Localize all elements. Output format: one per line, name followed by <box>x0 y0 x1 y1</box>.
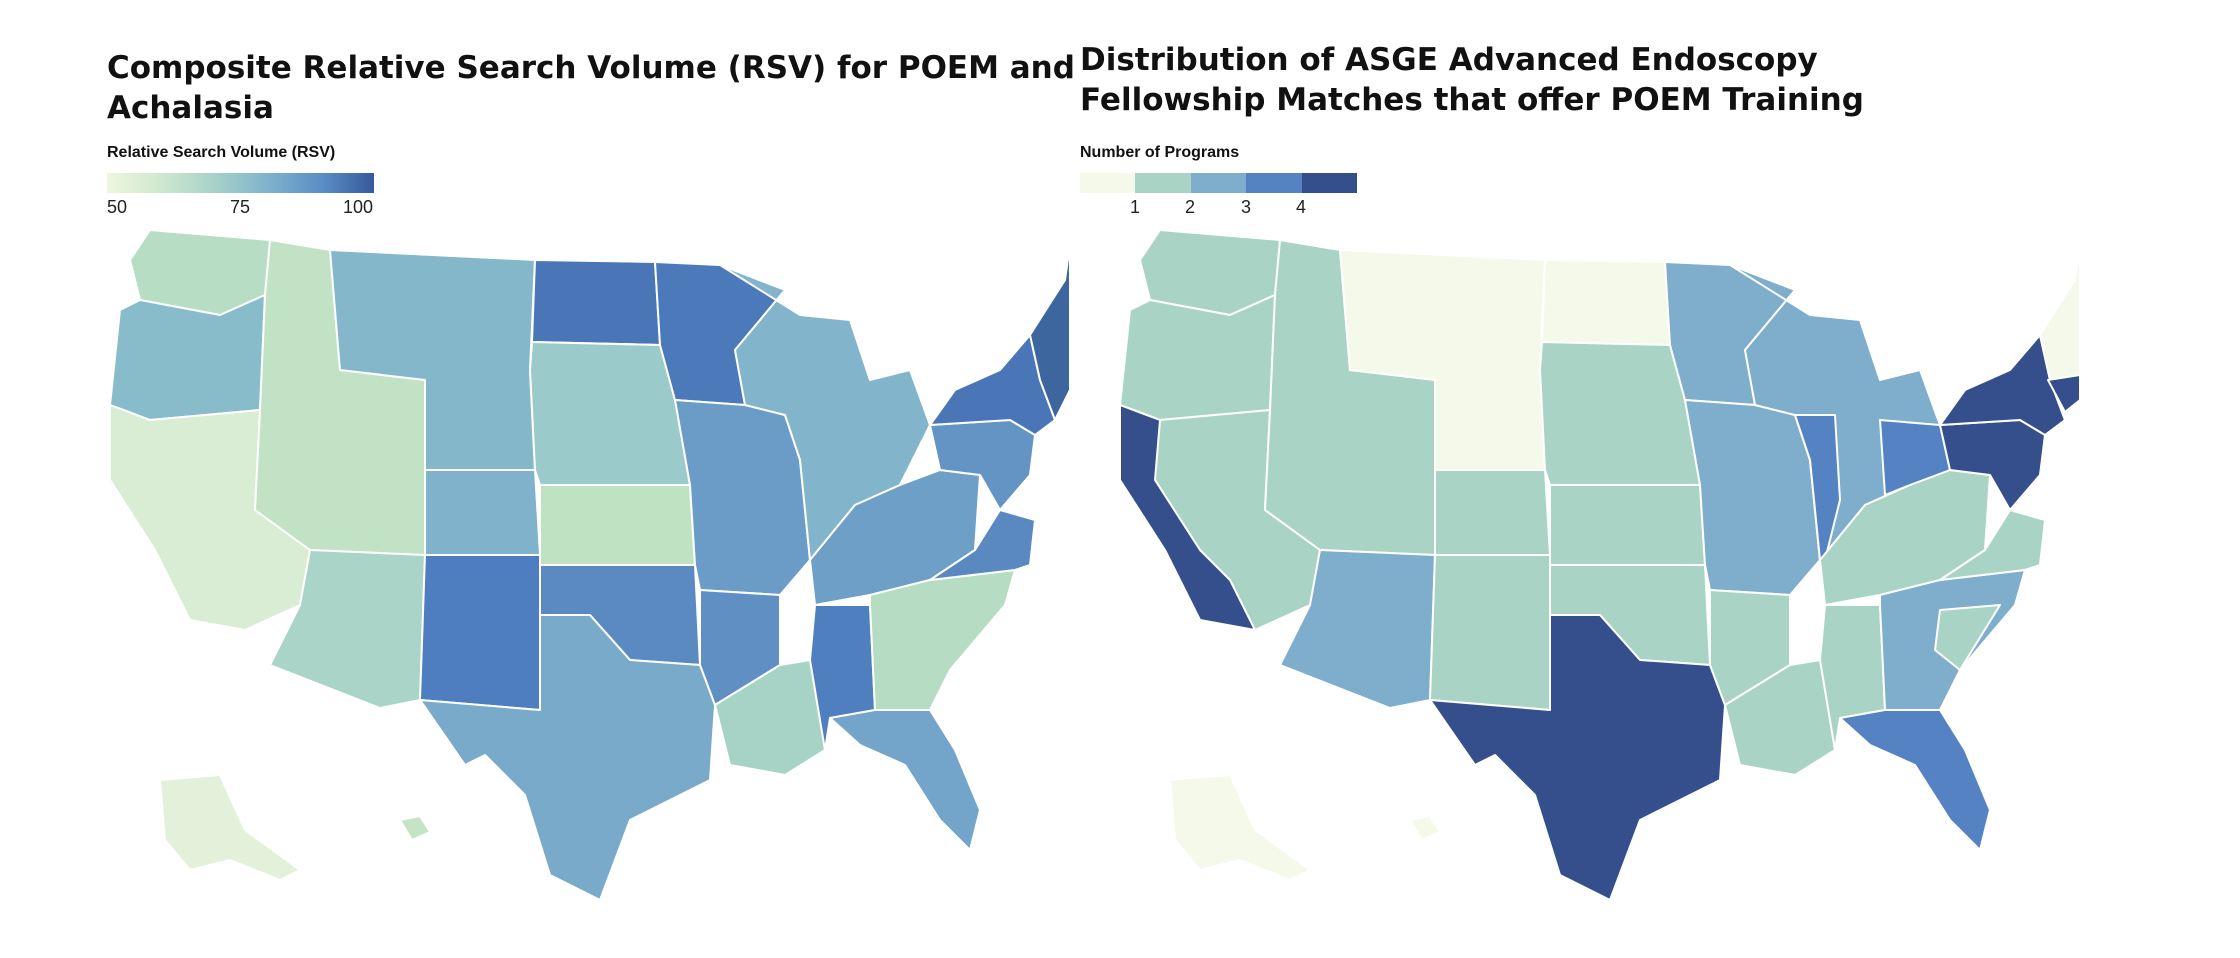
region-hawaii <box>1409 815 1441 841</box>
region-south-carolina <box>1934 604 2001 671</box>
rsv-legend-tick-50: 50 <box>106 197 128 217</box>
programs-legend-step <box>1135 173 1191 193</box>
region-north-dakota <box>531 259 661 346</box>
region-colorado <box>424 469 541 556</box>
region-california <box>1119 404 1256 631</box>
rsv-legend-tick-100: 100 <box>342 197 374 217</box>
rsv-legend-title: Relative Search Volume (RSV) <box>107 144 336 161</box>
region-florida <box>1839 709 1991 851</box>
programs-map-title-line-1: Distribution of ASGE Advanced Endoscopy <box>1080 42 1818 78</box>
region-florida <box>829 709 981 851</box>
programs-legend-tick-2: 2 <box>1184 197 1196 217</box>
region-virginia <box>1939 509 2046 581</box>
rsv-map-panel: Composite Relative Search Volume (RSV) f… <box>0 0 1080 958</box>
region-ohio-valley <box>809 469 981 606</box>
region-texas <box>419 614 716 901</box>
region-new-mexico <box>1429 554 1551 711</box>
poem-programs-map-panel: Distribution of ASGE Advanced Endoscopy … <box>1080 0 2240 958</box>
programs-legend-step <box>1080 173 1136 193</box>
rsv-map-title-line-1: Composite Relative Search Volume (RSV) f… <box>107 50 1075 86</box>
region-oregon <box>1119 294 1276 421</box>
region-texas <box>1429 614 1726 901</box>
region-new-england <box>1029 244 1070 421</box>
region-ohio <box>1879 419 1951 496</box>
region-virginia <box>929 509 1036 581</box>
rsv-legend-gradient <box>107 173 374 193</box>
programs-legend-tick-4: 4 <box>1295 197 1307 217</box>
region-georgia-carolinas <box>869 569 1016 711</box>
region-kansas <box>1549 484 1706 566</box>
programs-map-title: Distribution of ASGE Advanced Endoscopy … <box>1080 40 1864 120</box>
region-new-mexico <box>419 554 541 711</box>
region-oregon <box>109 294 266 421</box>
region-alaska <box>1169 774 1311 881</box>
programs-legend-step <box>1246 173 1302 193</box>
programs-legend-tick-3: 3 <box>1240 197 1252 217</box>
region-colorado <box>1434 469 1551 556</box>
programs-legend-step <box>1190 173 1247 193</box>
programs-legend-scale <box>1080 173 1358 193</box>
rsv-us-map <box>109 229 1070 901</box>
programs-us-map <box>1119 229 2080 901</box>
region-north-dakota <box>1541 259 1671 346</box>
region-massachusetts <box>2047 374 2080 413</box>
region-kansas <box>539 484 696 566</box>
programs-legend-step <box>1301 173 1358 193</box>
programs-map-title-line-2: Fellowship Matches that offer POEM Train… <box>1080 82 1864 118</box>
rsv-map-title: Composite Relative Search Volume (RSV) f… <box>107 48 1075 128</box>
rsv-legend-tick-75: 75 <box>229 197 251 217</box>
programs-legend-tick-1: 1 <box>1129 197 1141 217</box>
programs-legend-title: Number of Programs <box>1080 144 1240 161</box>
rsv-map-title-line-2: Achalasia <box>107 90 274 126</box>
region-hawaii <box>399 815 431 841</box>
region-alaska <box>159 774 301 881</box>
